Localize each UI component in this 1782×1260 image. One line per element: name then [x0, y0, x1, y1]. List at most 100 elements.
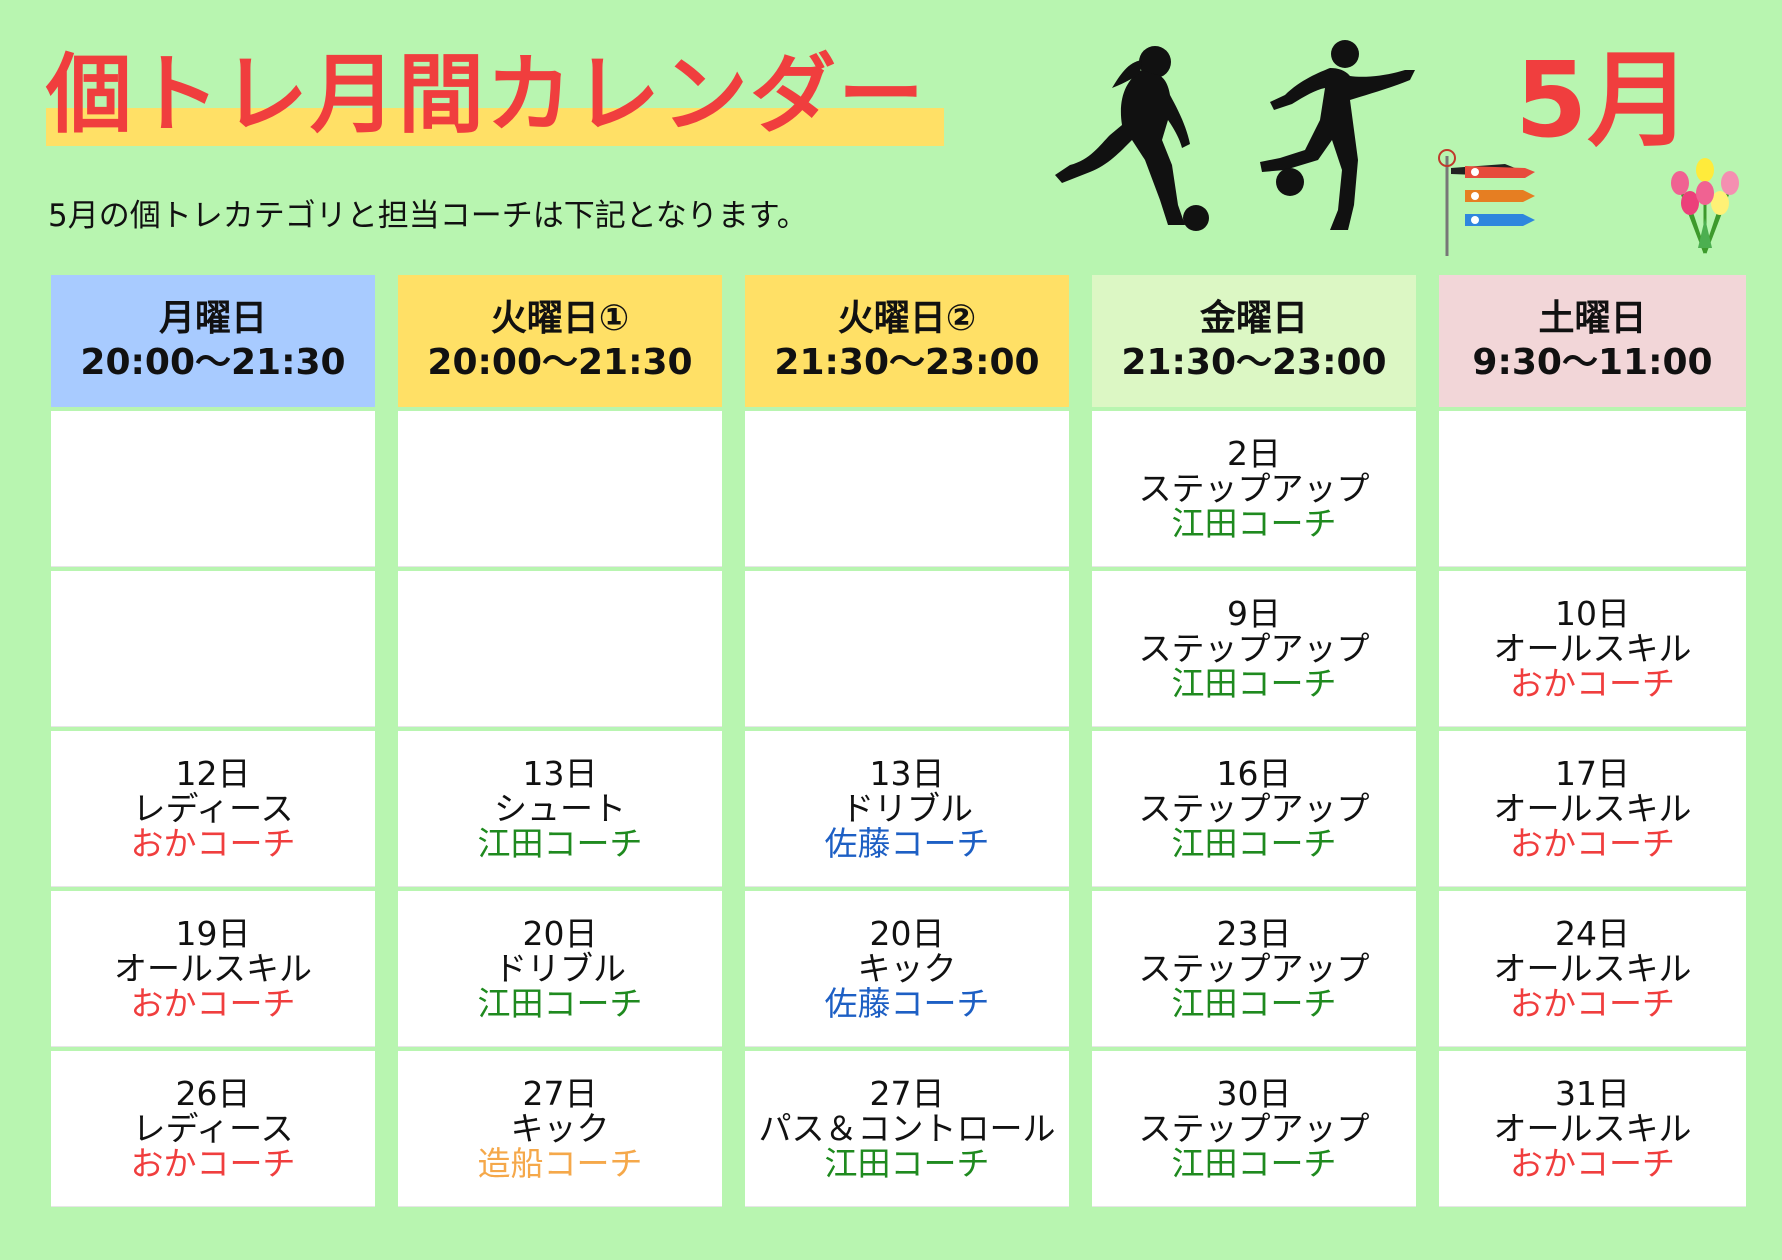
- empty-cell: [1439, 411, 1746, 567]
- session-date: 13日: [869, 754, 945, 793]
- empty-cell: [745, 411, 1069, 567]
- session-date: 20日: [869, 914, 945, 953]
- session-category: シュート: [494, 789, 626, 828]
- schedule-cell: 27日 パス＆コントロール 江田コーチ: [745, 1051, 1069, 1207]
- session-category: ステップアップ: [1138, 629, 1370, 668]
- column-monday: 月曜日 20:00〜21:30 12日 レディース おかコーチ 19日 オールスキル おか…: [51, 275, 375, 1207]
- empty-cell: [51, 571, 375, 727]
- session-date: 19日: [175, 914, 251, 953]
- session-category: ステップアップ: [1138, 949, 1370, 988]
- session-date: 20日: [522, 914, 598, 953]
- schedule-cell: 26日 レディース おかコーチ: [51, 1051, 375, 1207]
- session-category: ドリブル: [494, 949, 626, 988]
- session-date: 12日: [175, 754, 251, 793]
- title-area: 個トレ月間カレンダー: [46, 40, 944, 150]
- schedule-cell: 20日 ドリブル 江田コーチ: [398, 891, 722, 1047]
- schedule-cell: 10日 オールスキル おかコーチ: [1439, 571, 1746, 727]
- session-coach: おかコーチ: [1510, 1144, 1675, 1183]
- session-coach: 江田コーチ: [1171, 1144, 1337, 1183]
- session-date: 27日: [869, 1074, 945, 1113]
- calendar-grid: 月曜日 20:00〜21:30 12日 レディース おかコーチ 19日 オールスキル おか…: [51, 275, 1746, 1207]
- column-tuesday-2: 火曜日② 21:30〜23:00 13日 ドリブル 佐藤コーチ 20日 キック 佐藤コーチ…: [745, 275, 1069, 1207]
- weekday-label: 金曜日: [1199, 298, 1308, 339]
- session-category: ステップアップ: [1138, 789, 1370, 828]
- session-coach: おかコーチ: [1510, 824, 1675, 863]
- session-date: 27日: [522, 1074, 598, 1113]
- session-category: キック: [510, 1109, 610, 1148]
- session-category: ステップアップ: [1138, 469, 1370, 508]
- title-highlight: [46, 108, 944, 146]
- schedule-cell: 13日 ドリブル 佐藤コーチ: [745, 731, 1069, 887]
- schedule-cell: 17日 オールスキル おかコーチ: [1439, 731, 1746, 887]
- session-category: オールスキル: [1493, 949, 1692, 988]
- weekday-label: 土曜日: [1538, 298, 1647, 339]
- session-date: 31日: [1555, 1074, 1630, 1113]
- session-coach: おかコーチ: [1510, 984, 1675, 1023]
- session-category: ドリブル: [841, 789, 973, 828]
- session-coach: おかコーチ: [1510, 664, 1675, 703]
- session-coach: おかコーチ: [130, 984, 296, 1023]
- time-label: 20:00〜21:30: [80, 342, 346, 383]
- session-coach: 江田コーチ: [1171, 984, 1337, 1023]
- session-coach: おかコーチ: [130, 1144, 296, 1183]
- time-label: 21:30〜23:00: [1121, 342, 1387, 383]
- schedule-cell: 9日 ステップアップ 江田コーチ: [1092, 571, 1416, 727]
- session-category: レディース: [132, 789, 294, 828]
- time-label: 20:00〜21:30: [427, 342, 693, 383]
- session-coach: おかコーチ: [130, 824, 296, 863]
- column-header: 火曜日① 20:00〜21:30: [398, 275, 722, 407]
- session-coach: 江田コーチ: [1171, 664, 1337, 703]
- empty-cell: [398, 571, 722, 727]
- weekday-label: 月曜日: [158, 298, 267, 339]
- empty-cell: [745, 571, 1069, 727]
- session-category: オールスキル: [114, 949, 312, 988]
- session-date: 23日: [1216, 914, 1292, 953]
- session-coach: 造船コーチ: [477, 1144, 643, 1183]
- column-tuesday-1: 火曜日① 20:00〜21:30 13日 シュート 江田コーチ 20日 ドリブル 江田コー…: [398, 275, 722, 1207]
- session-coach: 江田コーチ: [1171, 504, 1337, 543]
- session-coach: 江田コーチ: [477, 984, 643, 1023]
- session-category: レディース: [132, 1109, 294, 1148]
- schedule-cell: 12日 レディース おかコーチ: [51, 731, 375, 887]
- session-date: 13日: [522, 754, 598, 793]
- session-date: 17日: [1555, 754, 1630, 793]
- schedule-cell: 27日 キック 造船コーチ: [398, 1051, 722, 1207]
- session-date: 2日: [1227, 434, 1281, 473]
- session-category: オールスキル: [1493, 629, 1692, 668]
- column-friday: 金曜日 21:30〜23:00 2日 ステップアップ 江田コーチ 9日 ステップアップ江…: [1092, 275, 1416, 1207]
- schedule-cell: 2日 ステップアップ 江田コーチ: [1092, 411, 1416, 567]
- session-coach: 江田コーチ: [824, 1144, 990, 1183]
- column-header: 土曜日 9:30〜11:00: [1439, 275, 1746, 407]
- time-label: 9:30〜11:00: [1472, 342, 1713, 383]
- session-category: パス＆コントロール: [758, 1109, 1056, 1148]
- time-label: 21:30〜23:00: [774, 342, 1040, 383]
- page-title: 個トレ月間カレンダー: [46, 45, 926, 145]
- schedule-cell: 19日 オールスキル おかコーチ: [51, 891, 375, 1047]
- session-coach: 佐藤コーチ: [824, 984, 990, 1023]
- session-date: 10日: [1555, 594, 1630, 633]
- month-label: 5月: [1515, 39, 1692, 161]
- tulips-icon: [1671, 158, 1739, 254]
- empty-cell: [51, 411, 375, 567]
- session-date: 26日: [175, 1074, 251, 1113]
- soccer-player-woman-icon: [1055, 46, 1209, 231]
- schedule-cell: 24日 オールスキル おかコーチ: [1439, 891, 1746, 1047]
- soccer-player-man-icon: [1260, 40, 1415, 230]
- session-coach: 江田コーチ: [477, 824, 643, 863]
- session-category: オールスキル: [1493, 789, 1692, 828]
- session-coach: 佐藤コーチ: [824, 824, 990, 863]
- column-header: 月曜日 20:00〜21:30: [51, 275, 375, 407]
- koinobori-icon: [1438, 149, 1535, 256]
- column-saturday: 土曜日 9:30〜11:00 10日 オールスキル おかコーチ 17日 オールスキル おか…: [1439, 275, 1746, 1207]
- page-subtitle: 5月の個トレカテゴリと担当コーチは下記となります。: [48, 198, 808, 234]
- session-category: ステップアップ: [1138, 1109, 1370, 1148]
- empty-cell: [398, 411, 722, 567]
- session-date: 24日: [1555, 914, 1630, 953]
- session-category: キック: [857, 949, 957, 988]
- session-date: 30日: [1216, 1074, 1292, 1113]
- schedule-cell: 20日 キック 佐藤コーチ: [745, 891, 1069, 1047]
- schedule-cell: 31日 オールスキル おかコーチ: [1439, 1051, 1746, 1207]
- schedule-cell: 13日 シュート 江田コーチ: [398, 731, 722, 887]
- schedule-cell: 16日 ステップアップ 江田コーチ: [1092, 731, 1416, 887]
- weekday-label: 火曜日①: [490, 298, 630, 339]
